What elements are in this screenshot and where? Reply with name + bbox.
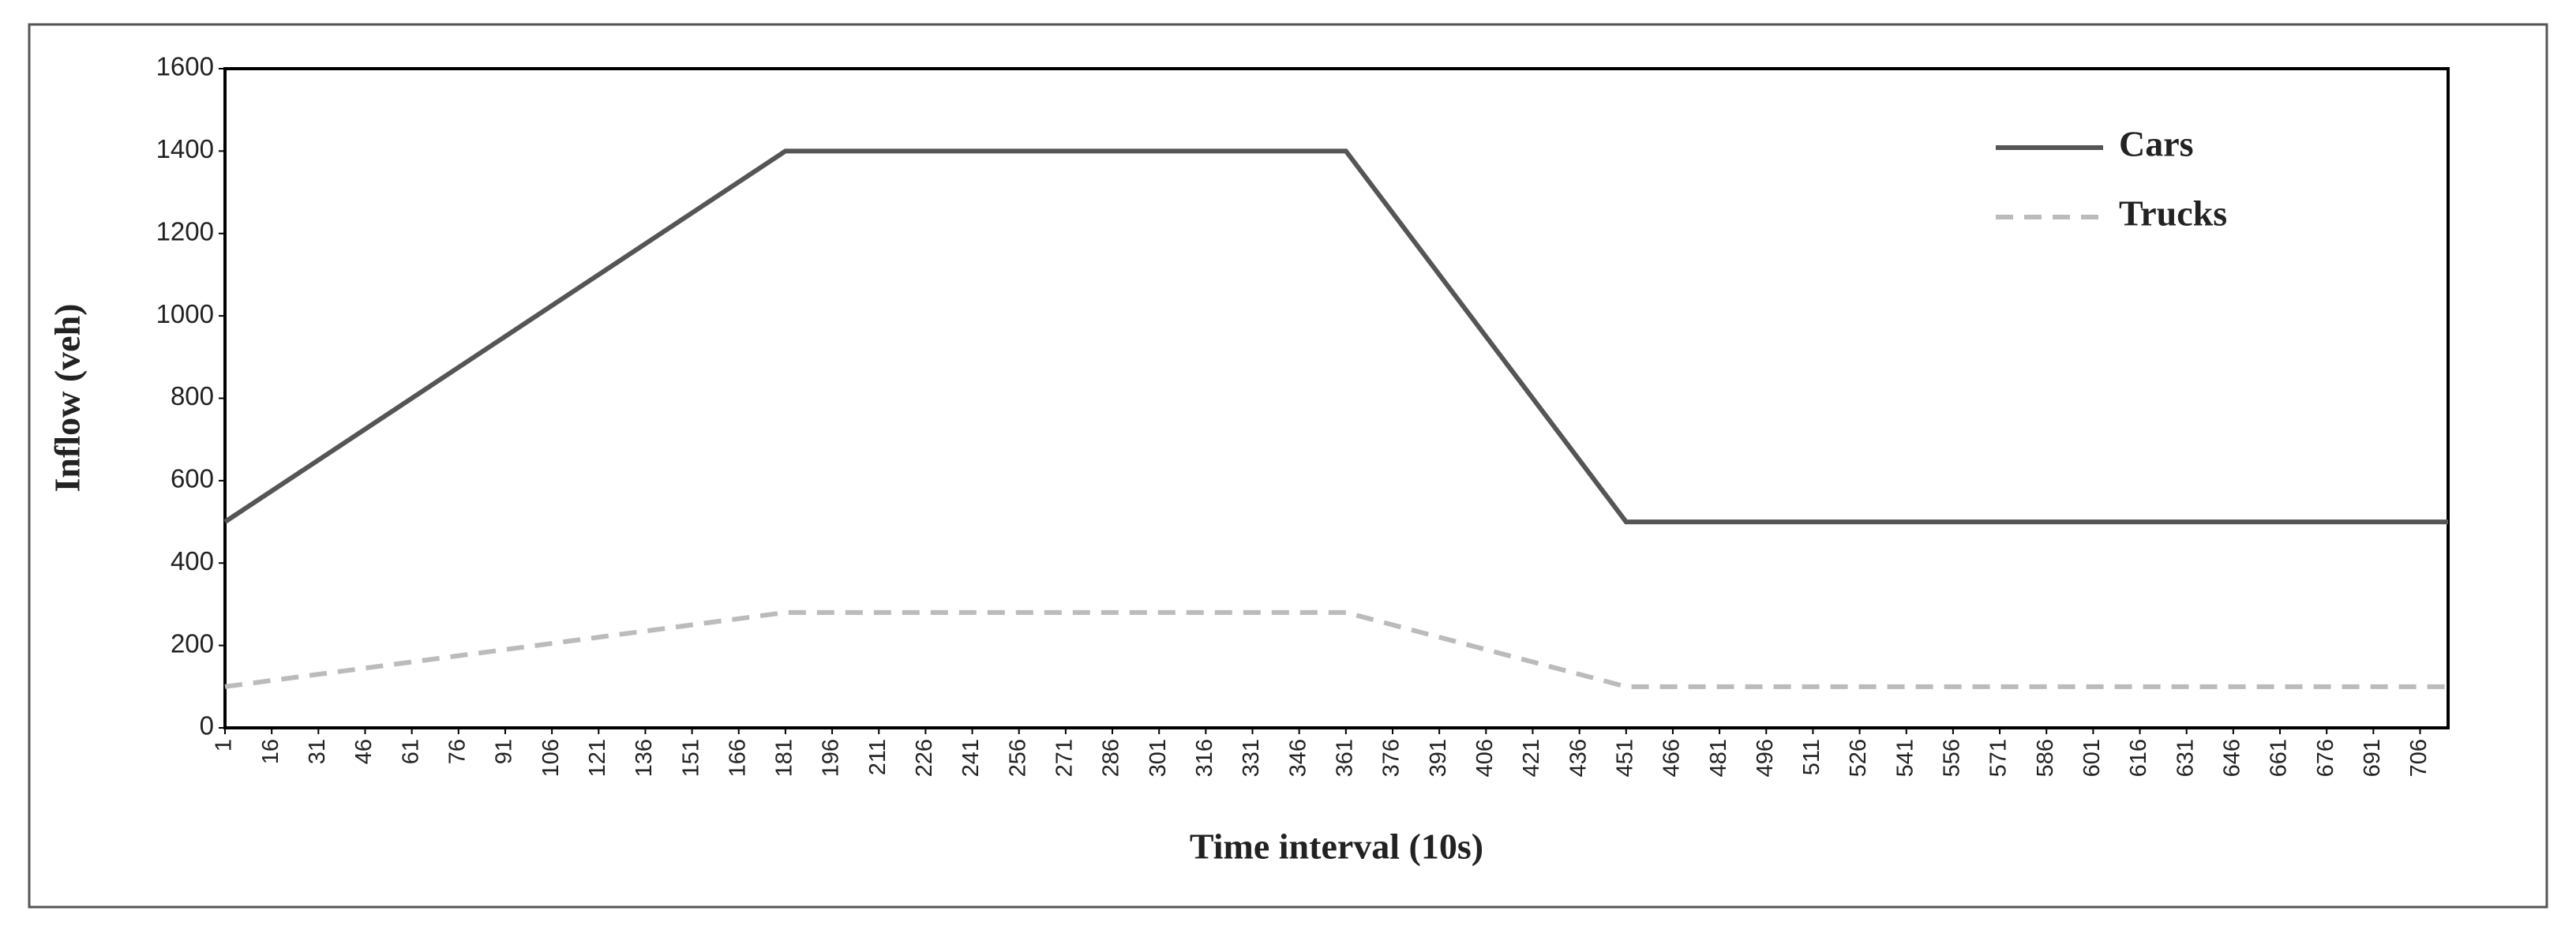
x-tick-label: 406 [1472, 739, 1498, 777]
x-tick-label: 196 [819, 739, 844, 777]
x-tick-label: 631 [2173, 739, 2198, 777]
x-tick-label: 61 [398, 739, 423, 764]
legend-label: Cars [2119, 124, 2194, 164]
x-tick-label: 706 [2406, 739, 2432, 777]
data-line [224, 609, 2448, 689]
x-tick-label: 151 [678, 739, 703, 777]
x-tick-label: 346 [1285, 739, 1310, 777]
x-tick-label: 16 [258, 739, 283, 764]
y-tick-label: 1200 [156, 216, 214, 246]
x-tick-label: 526 [1846, 739, 1871, 777]
x-tick-label: 421 [1519, 739, 1544, 777]
x-tick-label: 511 [1799, 739, 1824, 775]
x-tick-label: 286 [1099, 739, 1124, 777]
x-tick-label: 106 [538, 739, 564, 777]
x-tick-label: 1 [212, 739, 237, 752]
y-tick-label: 1000 [156, 299, 214, 328]
x-tick-label: 466 [1659, 739, 1685, 777]
x-tick-label: 46 [351, 739, 377, 764]
x-tick-label: 601 [2079, 739, 2105, 777]
x-tick-label: 496 [1753, 739, 1778, 777]
x-tick-label: 541 [1892, 739, 1918, 777]
x-tick-label: 646 [2220, 739, 2245, 777]
x-tick-label: 331 [1239, 739, 1264, 777]
x-tick-label: 616 [2126, 739, 2151, 777]
x-tick-label: 376 [1379, 739, 1404, 777]
y-tick-label: 600 [171, 464, 214, 493]
x-tick-label: 436 [1565, 739, 1591, 777]
x-tick-label: 181 [772, 739, 797, 777]
x-tick-label: 676 [2313, 739, 2338, 777]
y-tick-label: 800 [171, 381, 214, 411]
x-tick-label: 691 [2360, 739, 2385, 777]
y-tick-label: 1600 [156, 52, 214, 81]
plot-frame [223, 67, 2450, 729]
x-tick-label: 571 [1986, 739, 2012, 777]
legend-label: Trucks [2119, 193, 2227, 234]
x-tick-label: 76 [444, 739, 470, 764]
x-tick-label: 226 [912, 739, 937, 777]
x-tick-label: 556 [1940, 739, 1965, 777]
x-tick-label: 211 [865, 739, 891, 775]
y-tick-label: 0 [200, 711, 214, 740]
x-tick-label: 121 [585, 739, 610, 777]
x-tick-label: 31 [305, 739, 330, 764]
x-tick-label: 586 [2033, 739, 2058, 777]
x-tick-label: 166 [725, 739, 750, 777]
x-tick-label: 241 [958, 739, 984, 777]
data-line [223, 148, 2448, 525]
x-tick-label: 136 [632, 739, 657, 777]
x-axis-title: Time interval (10s) [1190, 827, 1483, 867]
x-tick-label: 391 [1426, 739, 1451, 777]
x-tick-label: 256 [1005, 739, 1030, 777]
x-tick-label: 481 [1706, 739, 1731, 777]
outer-frame [28, 23, 2548, 909]
x-tick-label: 301 [1146, 739, 1171, 777]
x-tick-label: 316 [1192, 739, 1217, 777]
y-tick-label: 200 [171, 628, 214, 658]
y-tick-label: 1400 [156, 134, 214, 163]
x-tick-label: 271 [1052, 739, 1078, 777]
y-tick-label: 400 [171, 546, 214, 575]
y-axis-title: Inflow (veh) [47, 304, 88, 493]
x-tick-label: 451 [1612, 739, 1637, 777]
x-tick-label: 361 [1332, 739, 1357, 777]
x-tick-label: 91 [492, 739, 517, 764]
x-tick-label: 661 [2267, 739, 2292, 777]
